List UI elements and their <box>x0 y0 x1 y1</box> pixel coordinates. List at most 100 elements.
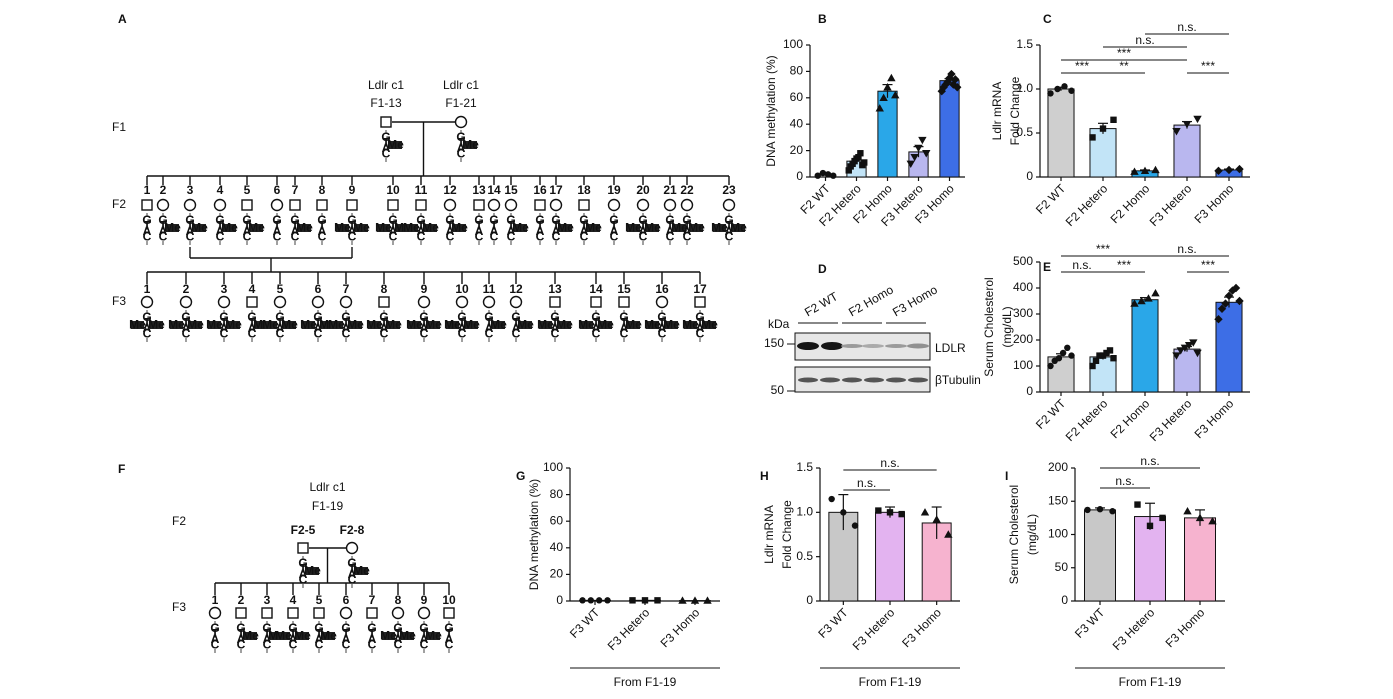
methyl-label: Me <box>248 221 265 235</box>
individual-number: 14 <box>487 183 501 197</box>
individual-number: 1 <box>144 282 151 296</box>
base-letter: C <box>186 230 195 244</box>
data-point <box>1221 299 1230 308</box>
base-letter: C <box>368 638 377 652</box>
data-point <box>1061 83 1068 90</box>
generation-label: F3 <box>112 294 126 308</box>
data-point <box>947 69 956 79</box>
methyl-box <box>387 321 400 329</box>
base-letter: C <box>683 230 692 244</box>
individual-number: 3 <box>221 282 228 296</box>
methyl-box <box>627 321 640 329</box>
individual-number: 9 <box>421 593 428 607</box>
base-letter: T <box>342 316 350 330</box>
base-letter: A <box>725 224 734 238</box>
base-letter: T <box>273 219 281 233</box>
significance-label: *** <box>1117 258 1131 272</box>
methyl-label: Me <box>444 318 461 332</box>
base-letter: A <box>315 632 324 646</box>
methyl-label: Me <box>304 564 321 578</box>
base-letter: A <box>507 224 516 238</box>
data-point <box>819 169 827 177</box>
base-letter: C <box>666 230 675 244</box>
data-point <box>944 530 953 538</box>
base-letter: T <box>420 627 428 641</box>
data-point <box>1195 513 1205 522</box>
base-letter: G <box>445 213 454 227</box>
female-symbol <box>339 295 353 309</box>
y-tick-label: 100 <box>783 37 803 51</box>
data-point <box>1217 304 1227 313</box>
female-symbol <box>417 295 431 309</box>
y-tick-label: 100 <box>543 460 563 474</box>
base-letter: T <box>580 219 588 233</box>
individual-number: 2 <box>160 183 167 197</box>
base-letter: A <box>580 224 589 238</box>
methyl-box <box>396 224 409 232</box>
methyl-label: Me <box>425 629 442 643</box>
data-point <box>891 90 900 99</box>
base-letter: A <box>389 224 398 238</box>
base-letter: A <box>683 224 692 238</box>
methyl-label: Me <box>296 221 313 235</box>
female-symbol <box>482 295 496 309</box>
y-tick-label: 200 <box>1048 460 1068 474</box>
base-letter: A <box>417 224 426 238</box>
base-letter: G <box>591 310 600 324</box>
individual-number: 16 <box>533 183 547 197</box>
base-letter: C <box>490 230 499 244</box>
significance-label: *** <box>1117 46 1131 60</box>
individual-number: 3 <box>264 593 271 607</box>
base-letter: A <box>382 141 391 155</box>
methyl-label: Me <box>462 138 479 152</box>
base-letter: G <box>379 310 388 324</box>
methyl-label: Me <box>385 318 402 332</box>
individual-number: 1 <box>212 593 219 607</box>
individual-number: 5 <box>316 593 323 607</box>
y-tick-label: 0 <box>1061 593 1068 607</box>
data-point <box>587 597 595 604</box>
data-point <box>886 509 894 516</box>
y-tick-label: 80 <box>790 64 804 78</box>
methyl-label: Me <box>422 221 439 235</box>
y-tick-label: 40 <box>790 116 804 130</box>
base-letter: C <box>475 230 484 244</box>
methyl-box <box>349 321 362 329</box>
individual-number: 10 <box>442 593 456 607</box>
base-letter: G <box>579 213 588 227</box>
size-marker: 50 <box>771 383 785 397</box>
y-tick-label: 1.5 <box>1016 37 1033 51</box>
methyl-label: Me <box>366 318 383 332</box>
data-point <box>1137 296 1146 305</box>
base-letter: T <box>263 627 271 641</box>
base-letter: T <box>445 627 453 641</box>
base-letter: G <box>489 213 498 227</box>
individual-number: 22 <box>680 183 694 197</box>
data-point <box>604 597 611 604</box>
data-point <box>883 83 892 91</box>
male-symbol <box>316 199 328 211</box>
methyl-box <box>355 567 368 575</box>
group-label: From F1-19 <box>614 675 677 689</box>
individual-number: 12 <box>509 282 523 296</box>
base-letter: A <box>620 321 629 335</box>
methyl-label: Me <box>300 318 317 332</box>
base-letter: C <box>382 147 391 161</box>
methyl-label: Me <box>387 138 404 152</box>
base-letter: G <box>381 130 390 144</box>
methyl-label: Me <box>644 318 661 332</box>
base-letter: A <box>243 224 252 238</box>
data-point <box>1189 339 1198 347</box>
individual-number: 4 <box>217 183 224 197</box>
base-letter: C <box>220 327 229 341</box>
data-point <box>1054 85 1061 93</box>
protein-band <box>842 377 862 383</box>
base-letter: G <box>474 213 483 227</box>
base-letter: A <box>368 632 377 646</box>
individual-number: 12 <box>443 183 457 197</box>
base-letter: G <box>506 213 515 227</box>
methyl-box <box>131 321 144 329</box>
female-symbol <box>443 198 457 212</box>
methyl-label: Me <box>148 318 165 332</box>
